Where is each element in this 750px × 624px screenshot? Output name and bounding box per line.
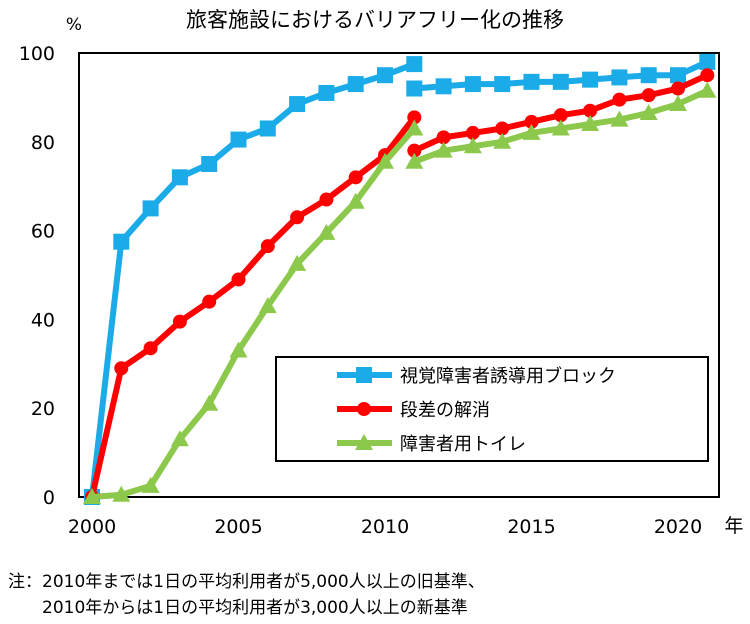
data-point bbox=[553, 108, 568, 123]
data-point bbox=[407, 143, 422, 158]
data-point bbox=[671, 81, 685, 96]
data-point bbox=[317, 223, 336, 240]
data-point bbox=[142, 200, 159, 217]
data-point bbox=[669, 95, 687, 112]
chart-title: 旅客施設におけるバリアフリー化の推移 bbox=[186, 8, 564, 32]
legend-label: 障害者用トイレ bbox=[400, 434, 526, 455]
data-point bbox=[289, 96, 306, 113]
x-tick-label: 2015 bbox=[507, 516, 555, 538]
data-point bbox=[582, 71, 599, 88]
y-tick-label: 0 bbox=[43, 487, 55, 509]
data-point bbox=[319, 192, 334, 207]
legend-label: 段差の解消 bbox=[400, 400, 490, 421]
data-point bbox=[230, 131, 247, 148]
data-point bbox=[377, 67, 393, 84]
data-point bbox=[260, 239, 275, 254]
y-tick-label: 100 bbox=[19, 43, 55, 65]
series-triangle bbox=[83, 81, 717, 504]
legend-marker bbox=[357, 402, 371, 416]
x-axis-label: 年 bbox=[724, 515, 743, 537]
data-point bbox=[200, 394, 219, 411]
data-point bbox=[172, 314, 187, 329]
data-point bbox=[522, 123, 541, 140]
data-point bbox=[114, 361, 129, 376]
data-point bbox=[641, 88, 656, 103]
data-point bbox=[494, 76, 511, 93]
data-point bbox=[406, 56, 423, 73]
x-tick-label: 2005 bbox=[214, 516, 262, 538]
data-point bbox=[201, 156, 218, 172]
data-point bbox=[143, 341, 158, 356]
data-point bbox=[434, 141, 453, 158]
data-point bbox=[170, 430, 189, 447]
data-point bbox=[464, 76, 481, 93]
data-point bbox=[83, 488, 101, 504]
footnote-line-2: 2010年からは1日の平均利用者が3,000人以上の新基準 bbox=[8, 598, 468, 618]
y-tick-label: 40 bbox=[31, 309, 55, 331]
data-point bbox=[318, 84, 335, 101]
legend-marker bbox=[356, 367, 372, 383]
y-tick-label: 60 bbox=[31, 221, 55, 243]
data-point bbox=[202, 294, 217, 309]
y-tick-label: 20 bbox=[31, 398, 55, 420]
data-point bbox=[493, 132, 512, 149]
data-point bbox=[551, 119, 570, 136]
data-point bbox=[347, 76, 364, 93]
data-point bbox=[610, 110, 629, 127]
footnote-line-1: 注：2010年までは1日の平均利用者が5,000人以上の旧基準、 bbox=[8, 572, 485, 592]
series-square bbox=[84, 53, 716, 505]
data-point bbox=[229, 341, 248, 358]
data-point bbox=[700, 68, 715, 83]
legend-label: 視覚障害者誘導用ブロック bbox=[400, 365, 616, 387]
data-point bbox=[171, 169, 188, 186]
data-point bbox=[405, 119, 424, 136]
data-point bbox=[552, 73, 569, 90]
data-point bbox=[112, 485, 131, 502]
data-point bbox=[348, 170, 363, 185]
data-point bbox=[259, 120, 276, 137]
series-circle bbox=[85, 68, 715, 504]
legend-marker bbox=[355, 434, 373, 450]
data-point bbox=[463, 137, 482, 154]
data-point bbox=[113, 233, 130, 250]
data-point bbox=[465, 125, 480, 140]
data-point bbox=[699, 53, 716, 70]
data-point bbox=[231, 272, 246, 287]
data-point bbox=[523, 73, 540, 90]
data-point bbox=[436, 130, 451, 145]
x-tick-label: 2010 bbox=[361, 516, 409, 538]
y-axis-label: % bbox=[66, 15, 82, 35]
data-point bbox=[583, 103, 598, 118]
x-tick-label: 2000 bbox=[68, 516, 116, 538]
data-point bbox=[581, 115, 600, 132]
data-point bbox=[288, 254, 307, 271]
data-point bbox=[611, 69, 628, 86]
x-tick-label: 2020 bbox=[654, 516, 702, 538]
data-point bbox=[524, 114, 539, 129]
data-point bbox=[495, 121, 510, 136]
data-point bbox=[639, 103, 658, 120]
data-point bbox=[405, 152, 424, 169]
data-point bbox=[290, 210, 305, 225]
data-point bbox=[141, 476, 160, 493]
data-point bbox=[698, 81, 717, 98]
data-point bbox=[258, 297, 277, 314]
data-point bbox=[612, 92, 627, 107]
data-point bbox=[406, 80, 423, 97]
plot-area bbox=[78, 52, 720, 498]
data-point bbox=[346, 192, 365, 209]
data-point bbox=[435, 78, 452, 95]
y-tick-label: 80 bbox=[31, 132, 55, 154]
data-point bbox=[670, 67, 686, 84]
data-point bbox=[640, 67, 657, 84]
data-point bbox=[407, 110, 422, 125]
data-point bbox=[376, 152, 394, 169]
